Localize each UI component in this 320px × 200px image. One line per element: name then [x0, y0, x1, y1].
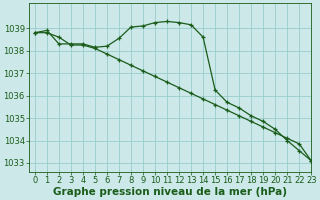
X-axis label: Graphe pression niveau de la mer (hPa): Graphe pression niveau de la mer (hPa): [53, 187, 287, 197]
